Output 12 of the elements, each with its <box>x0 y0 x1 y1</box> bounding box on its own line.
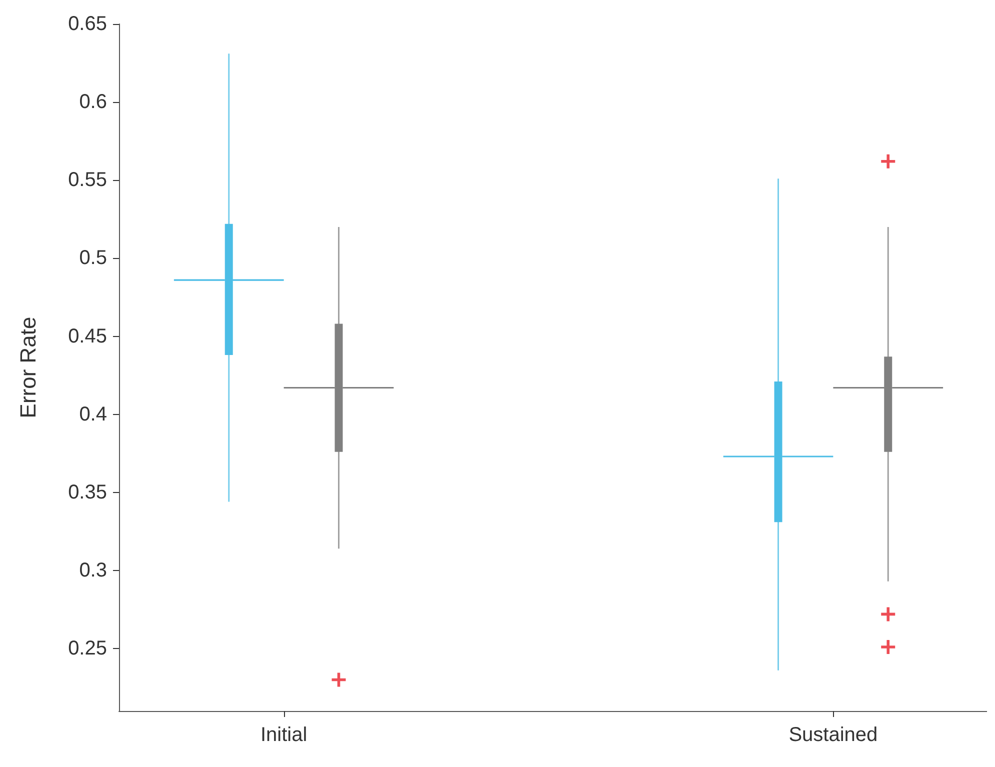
x-tick-label: Sustained <box>788 724 878 746</box>
y-tick-label: 0.55 <box>68 169 107 192</box>
y-tick-label: 0.35 <box>68 481 107 504</box>
y-tick-label: 0.45 <box>68 325 107 348</box>
y-tick-label: 0.3 <box>79 559 107 582</box>
x-tick-label: Initial <box>260 724 308 746</box>
y-tick-label: 0.6 <box>79 91 107 114</box>
y-tick-label: 0.65 <box>68 13 107 35</box>
y-tick-label: 0.5 <box>79 247 107 270</box>
y-tick-label: 0.25 <box>68 638 107 660</box>
y-tick-label: 0.4 <box>79 403 107 426</box>
y-axis-title: Error Rate <box>16 316 40 418</box>
